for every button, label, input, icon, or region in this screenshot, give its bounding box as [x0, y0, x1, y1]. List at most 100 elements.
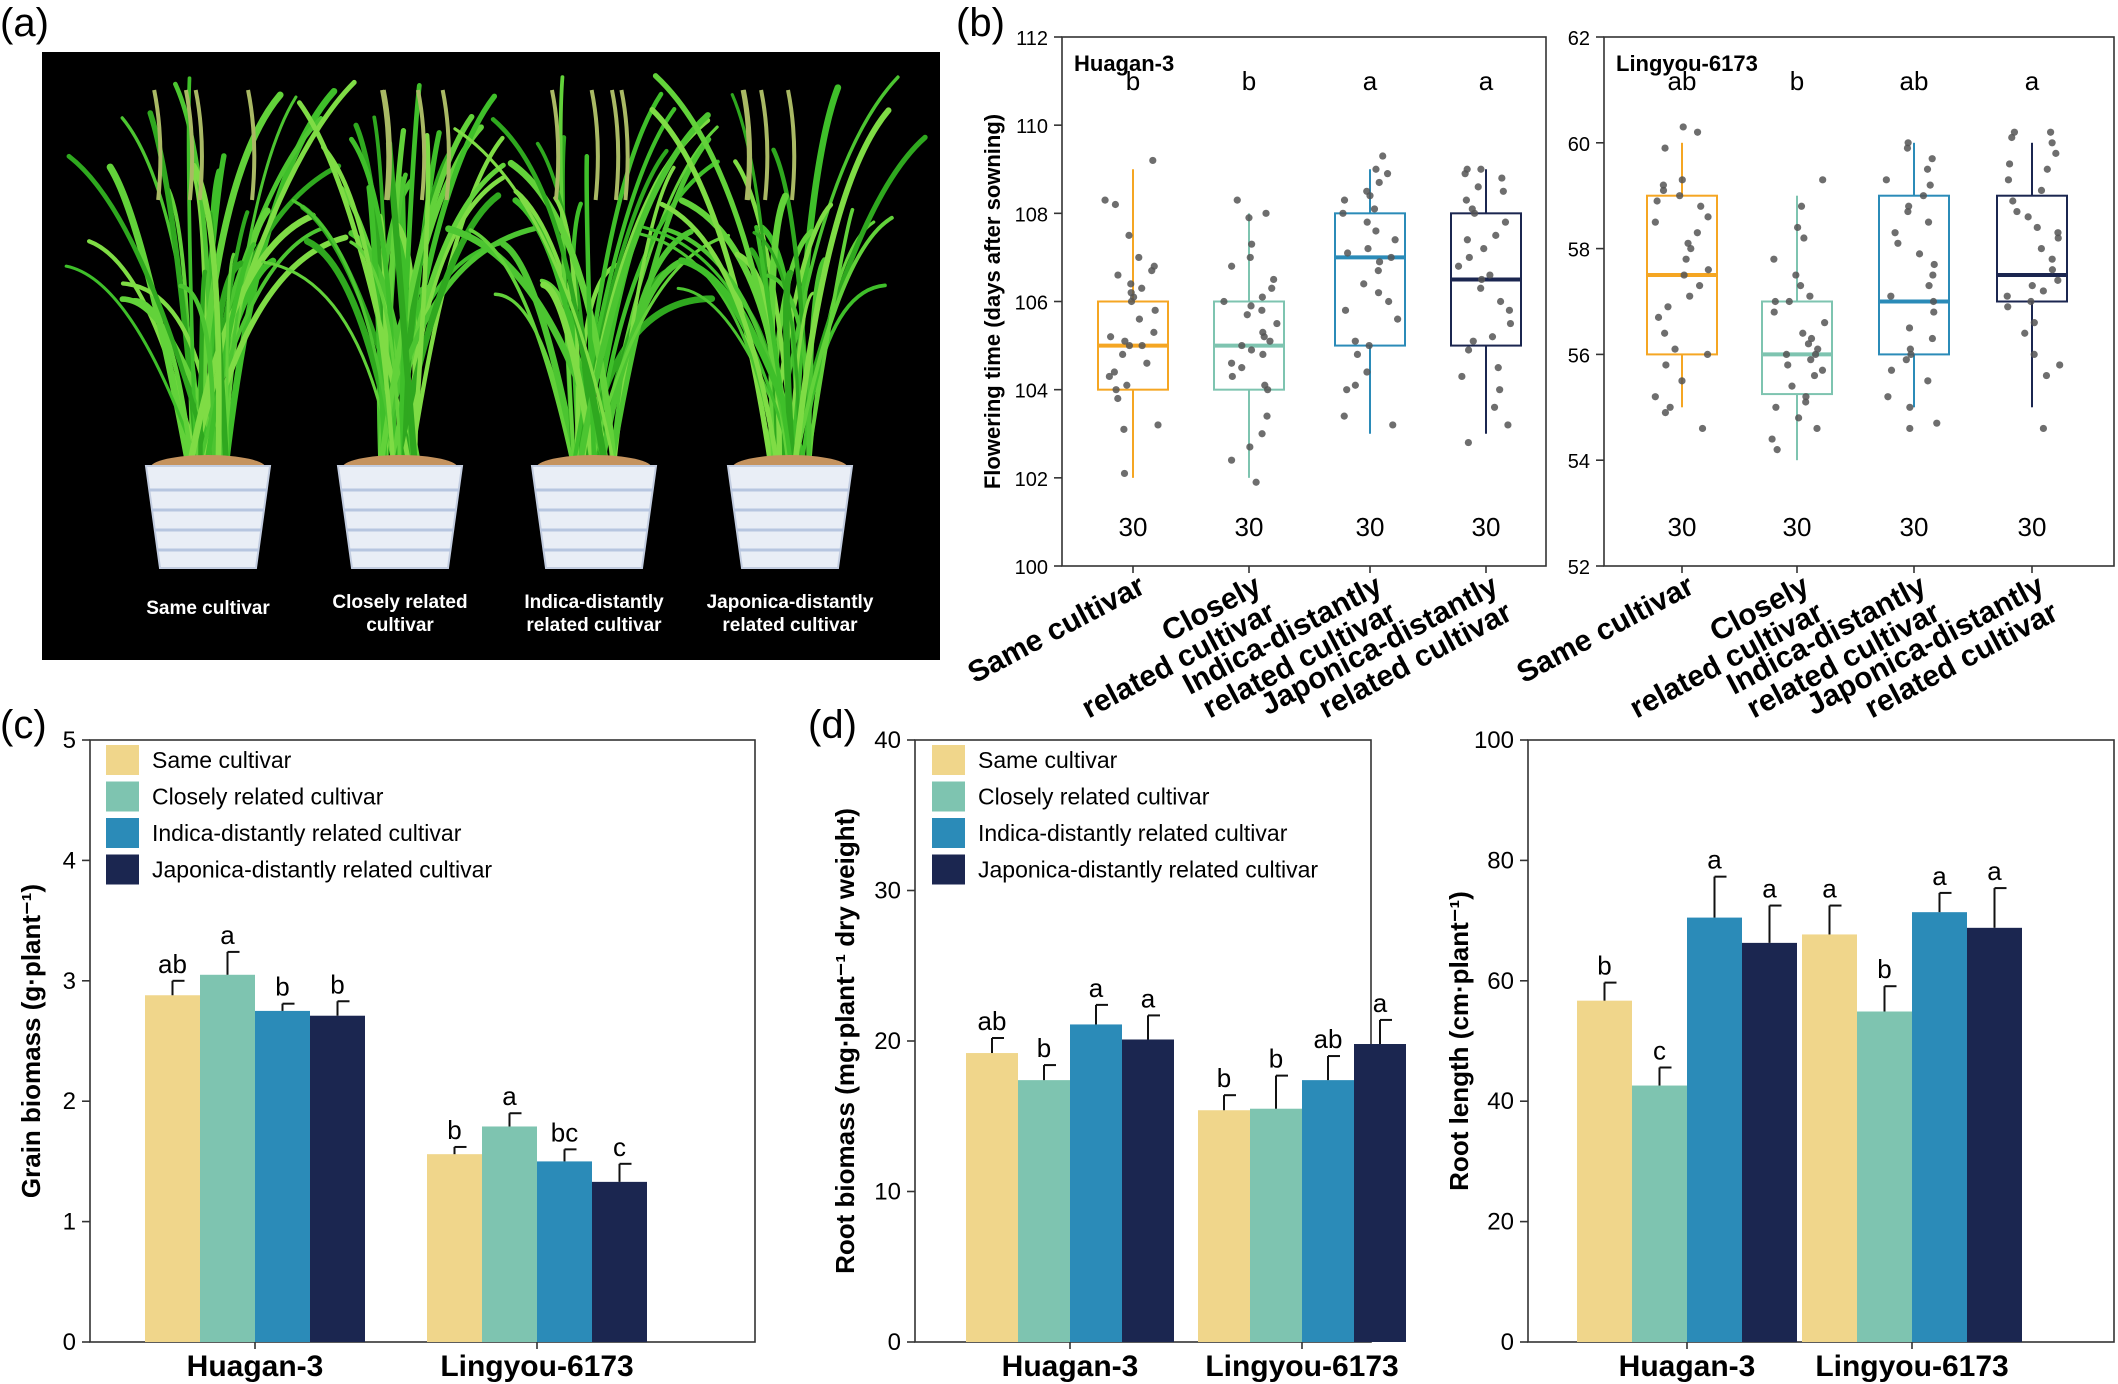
- y-tick-label: 60: [1568, 134, 1590, 156]
- data-point: [1127, 289, 1135, 297]
- data-point: [1492, 231, 1500, 239]
- data-point: [1488, 333, 1497, 341]
- data-point: [2039, 424, 2048, 433]
- bar: [1070, 1024, 1122, 1342]
- panel-title-b-right: Lingyou-6173: [1616, 51, 1758, 76]
- data-point: [1258, 293, 1266, 301]
- bar: [310, 1015, 365, 1342]
- flower-pot: [144, 465, 272, 569]
- significance-letter: c: [613, 1132, 626, 1162]
- data-point: [1894, 239, 1902, 247]
- data-point: [1127, 280, 1135, 288]
- bar-2-2: a: [482, 1081, 537, 1342]
- y-tick-label: 62: [1568, 28, 1590, 50]
- data-point: [2052, 149, 2060, 157]
- data-point: [1923, 165, 1932, 173]
- rice-plant-2: Closely related cultivar: [261, 83, 538, 636]
- data-point: [1372, 165, 1380, 173]
- bar-3-2: bc: [537, 1117, 592, 1342]
- bar-2-1: c: [1632, 1035, 1687, 1342]
- rice-leaf: [410, 133, 431, 473]
- significance-letter: c: [1653, 1035, 1666, 1065]
- data-point: [1782, 350, 1791, 358]
- y-tick-label: 20: [1487, 1209, 1514, 1236]
- data-point: [1252, 478, 1260, 486]
- data-point: [1464, 346, 1473, 354]
- data-point: [1676, 192, 1684, 200]
- data-point: [1374, 289, 1383, 297]
- data-point: [1112, 386, 1120, 394]
- data-point: [2042, 371, 2051, 380]
- data-point: [2054, 234, 2062, 242]
- data-point: [1120, 469, 1129, 478]
- y-axis-title-c: Grain biomass (g·plant⁻¹): [16, 884, 46, 1198]
- sample-size-label: 30: [1356, 512, 1385, 542]
- data-point: [1696, 282, 1704, 290]
- y-tick-label: 58: [1568, 240, 1590, 262]
- data-point: [1478, 275, 1486, 284]
- sample-size-label: 30: [1235, 512, 1264, 542]
- significance-letter: ab: [1668, 66, 1697, 96]
- sample-size-label: 30: [1668, 512, 1697, 542]
- bar: [1018, 1080, 1070, 1342]
- significance-letter: b: [1790, 66, 1804, 96]
- bar: [200, 974, 255, 1342]
- data-point: [1653, 197, 1661, 205]
- y-axis-title-d-right: Root length (cm·plant⁻¹): [1444, 891, 1474, 1191]
- rice-leaf: [558, 75, 577, 472]
- flower-pot: [726, 465, 854, 569]
- bar-4-1: a: [1122, 983, 1174, 1342]
- data-point: [1258, 430, 1266, 438]
- bar-3-2: ab: [1302, 1024, 1354, 1342]
- data-point: [1704, 213, 1712, 221]
- data-point: [2037, 245, 2045, 253]
- bar-1-1: ab: [966, 1006, 1018, 1342]
- data-point: [1821, 319, 1829, 327]
- panel-title-b-left: Huagan-3: [1074, 51, 1174, 76]
- data-point: [1477, 165, 1485, 173]
- data-point: [1926, 181, 1934, 189]
- data-point: [1149, 156, 1157, 165]
- data-point: [1259, 328, 1267, 336]
- bar: [1577, 1000, 1632, 1342]
- significance-letter: b: [1037, 1033, 1051, 1063]
- data-point: [1106, 333, 1115, 341]
- data-point: [1477, 284, 1485, 292]
- data-point: [2004, 176, 2013, 184]
- data-point: [1770, 255, 1778, 263]
- significance-letter: ab: [1900, 66, 1929, 96]
- data-point: [2056, 361, 2064, 369]
- y-tick-label: 40: [1487, 1088, 1514, 1115]
- bar: [592, 1181, 647, 1342]
- y-tick-label: 0: [888, 1329, 901, 1356]
- panel-label-d: (d): [808, 703, 857, 747]
- rice-leaf: [321, 144, 396, 473]
- data-point: [1661, 144, 1669, 152]
- bar: [255, 1010, 310, 1342]
- panel-label-a: (a): [0, 1, 49, 45]
- bar-3-2: a: [1912, 861, 1967, 1342]
- bar-4-1: a: [1742, 874, 1797, 1342]
- significance-letter: ab: [978, 1006, 1007, 1036]
- data-point: [1802, 393, 1810, 401]
- data-point: [1678, 377, 1686, 385]
- x-group-label: Huagan-3: [1619, 1350, 1756, 1383]
- data-point: [1804, 340, 1813, 348]
- legend-swatch: [932, 854, 965, 885]
- rice-leaf: [64, 264, 202, 472]
- significance-letter: a: [2025, 66, 2040, 96]
- rice-leaf: [659, 201, 781, 473]
- x-group-label: Huagan-3: [1002, 1350, 1139, 1383]
- data-point: [1819, 176, 1827, 184]
- bar-1-2: b: [1198, 1063, 1250, 1342]
- data-point: [2037, 186, 2046, 195]
- y-tick-label: 100: [1015, 557, 1048, 579]
- data-point: [1494, 364, 1502, 372]
- rice-leaf: [768, 192, 789, 474]
- rice-panicle: [415, 89, 427, 201]
- box-3: [1878, 139, 1950, 433]
- data-point: [1792, 271, 1800, 279]
- rice-leaf: [66, 153, 214, 473]
- data-point: [1771, 297, 1779, 306]
